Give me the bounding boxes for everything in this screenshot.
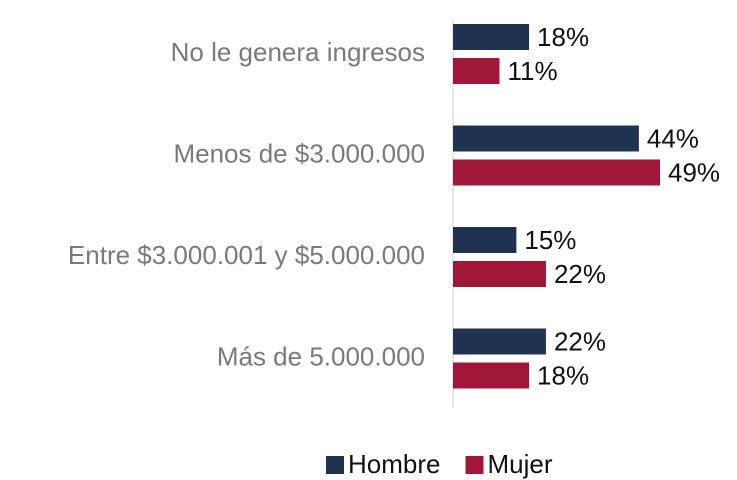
category-label: Más de 5.000.000 [217, 341, 425, 371]
category-label: No le genera ingresos [171, 37, 425, 67]
value-label: 15% [524, 225, 576, 255]
value-label: 11% [507, 56, 557, 86]
legend-swatch [465, 456, 484, 474]
bar [453, 261, 546, 287]
legend-swatch [326, 456, 344, 474]
bar [453, 227, 517, 253]
bar [453, 58, 500, 84]
bar [453, 159, 660, 186]
bar [453, 328, 546, 355]
bar [453, 24, 530, 50]
value-label: 22% [554, 326, 606, 356]
value-label: 49% [668, 157, 720, 187]
value-label: 44% [647, 123, 699, 153]
value-label: 18% [537, 360, 589, 390]
legend-label: Hombre [348, 449, 440, 479]
category-label: Entre $3.000.001 y $5.000.000 [68, 240, 425, 270]
value-label: 18% [537, 22, 589, 52]
value-label: 22% [554, 259, 606, 289]
legend-label: Mujer [487, 449, 552, 479]
bar [453, 362, 530, 389]
bar [453, 125, 639, 152]
category-label: Menos de $3.000.000 [173, 138, 425, 168]
